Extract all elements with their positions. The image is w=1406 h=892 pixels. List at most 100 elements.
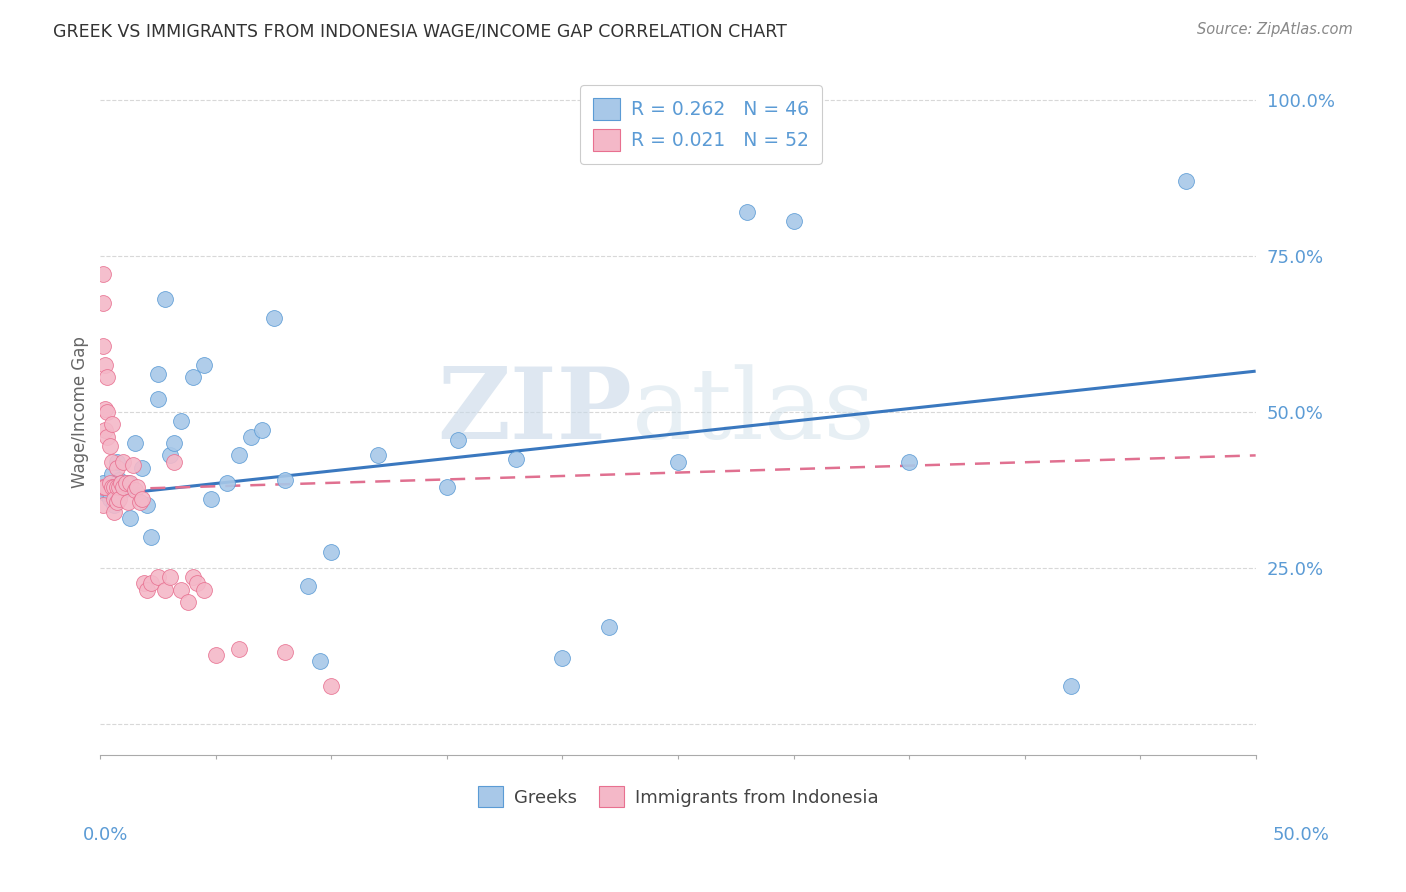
Point (321, 679, 343, 693)
Point (367, 449, 389, 463)
Point (127, 480, 149, 494)
Point (274, 474, 297, 488)
Point (135, 498, 157, 512)
Point (112, 455, 135, 469)
Point (1060, 679, 1083, 693)
Legend: Greeks, Immigrants from Indonesia: Greeks, Immigrants from Indonesia (471, 780, 886, 814)
Point (159, 570, 181, 584)
Point (551, 651, 574, 665)
Point (193, 358, 215, 372)
Point (146, 570, 169, 584)
Point (98, 476, 121, 491)
Point (128, 495, 150, 509)
Point (105, 461, 128, 475)
Point (91, 295, 114, 310)
Point (263, 311, 285, 326)
Point (181, 370, 204, 384)
Point (101, 480, 124, 494)
Point (94, 424, 117, 438)
Point (108, 491, 131, 506)
Point (98, 491, 121, 506)
Point (177, 595, 200, 609)
Point (105, 495, 128, 509)
Point (124, 483, 146, 497)
Point (120, 476, 142, 491)
Point (239, 430, 262, 444)
Point (105, 455, 128, 469)
Text: ZIP: ZIP (437, 363, 631, 460)
Point (120, 510, 142, 524)
Point (91, 480, 114, 494)
Point (101, 417, 124, 432)
Point (186, 576, 208, 591)
Point (98, 439, 121, 453)
Point (112, 480, 135, 494)
Point (447, 433, 470, 447)
Point (205, 648, 228, 662)
Y-axis label: Wage/Income Gap: Wage/Income Gap (72, 335, 89, 488)
Point (898, 455, 921, 469)
Point (308, 654, 330, 668)
Point (110, 476, 132, 491)
Point (103, 498, 125, 512)
Point (94, 358, 117, 372)
Point (598, 620, 620, 634)
Point (250, 424, 273, 438)
Point (94, 485, 117, 500)
Point (737, 205, 759, 219)
Point (146, 368, 169, 382)
Point (135, 582, 157, 597)
Point (101, 455, 124, 469)
Point (91, 498, 114, 512)
Point (141, 529, 163, 543)
Point (112, 483, 135, 497)
Point (159, 449, 181, 463)
Point (200, 491, 222, 506)
Point (436, 480, 458, 494)
Point (131, 491, 153, 506)
Point (782, 214, 804, 228)
Point (146, 392, 169, 407)
Point (117, 476, 139, 491)
Point (91, 268, 114, 282)
Point (91, 476, 114, 491)
Point (103, 491, 125, 506)
Point (170, 582, 193, 597)
Point (96, 480, 118, 494)
Point (114, 476, 136, 491)
Point (274, 645, 297, 659)
Point (141, 576, 163, 591)
Text: atlas: atlas (631, 364, 875, 459)
Point (94, 480, 117, 494)
Point (297, 579, 319, 593)
Point (228, 641, 250, 656)
Point (1175, 174, 1198, 188)
Point (101, 467, 124, 482)
Point (134, 576, 156, 591)
Point (94, 401, 117, 416)
Point (108, 480, 131, 494)
Point (217, 476, 239, 491)
Text: Source: ZipAtlas.com: Source: ZipAtlas.com (1197, 22, 1353, 37)
Point (91, 339, 114, 353)
Point (105, 480, 128, 494)
Point (505, 451, 527, 466)
Point (117, 495, 139, 509)
Point (153, 293, 176, 307)
Point (193, 582, 215, 597)
Point (163, 436, 186, 450)
Point (121, 458, 143, 472)
Point (96, 370, 118, 384)
Point (124, 436, 146, 450)
Point (108, 474, 131, 488)
Point (103, 504, 125, 518)
Point (153, 582, 176, 597)
Point (131, 461, 153, 475)
Point (321, 545, 343, 559)
Point (163, 455, 186, 469)
Point (181, 570, 204, 584)
Point (110, 476, 132, 491)
Text: GREEK VS IMMIGRANTS FROM INDONESIA WAGE/INCOME GAP CORRELATION CHART: GREEK VS IMMIGRANTS FROM INDONESIA WAGE/… (53, 22, 787, 40)
Point (96, 430, 118, 444)
Point (103, 480, 125, 494)
